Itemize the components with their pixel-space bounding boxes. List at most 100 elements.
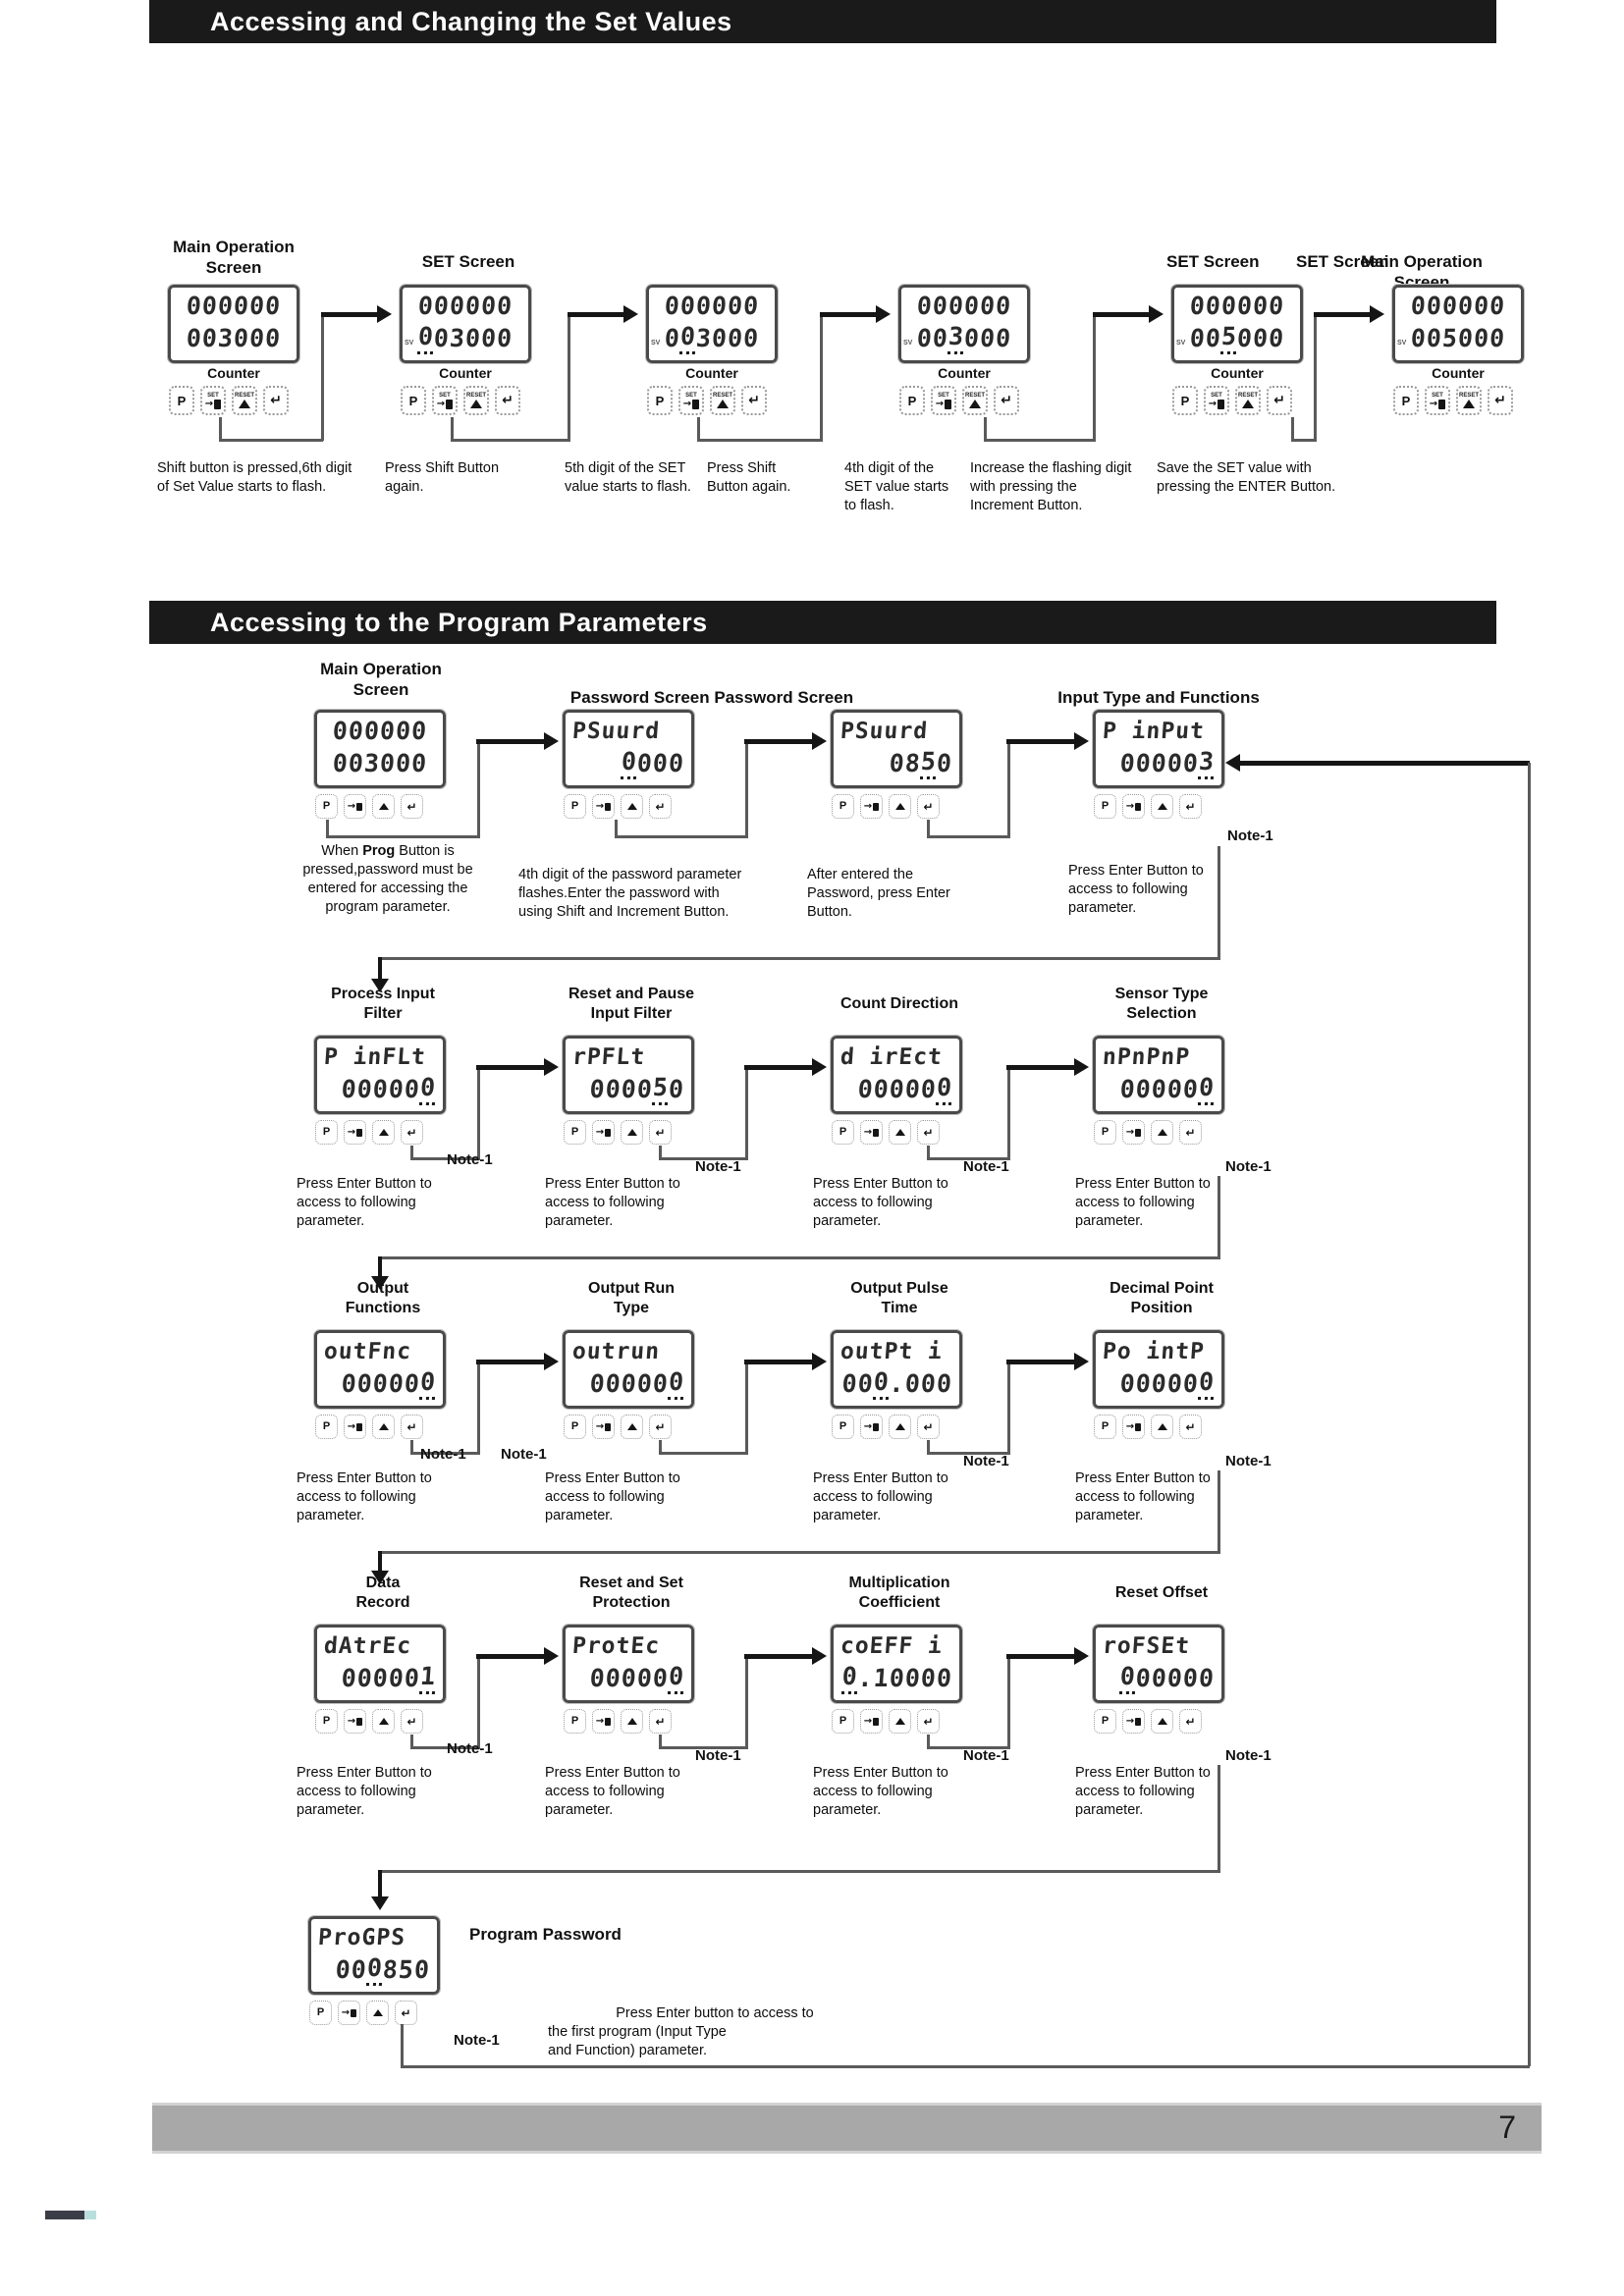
shift-icon: →	[596, 1716, 612, 1727]
shift-icon: →	[1126, 1127, 1142, 1138]
increment-button-label: RESET	[1458, 393, 1479, 399]
prog-button: P	[564, 1120, 586, 1145]
prog-button-label: P	[322, 1126, 331, 1138]
enter-icon: ↵	[1001, 393, 1012, 408]
flow-arrow	[1006, 1353, 1089, 1370]
shift-arrow-glyph: →	[1125, 1715, 1135, 1727]
digits: 00000	[588, 1664, 670, 1692]
title-line: Decimal Point	[1110, 1280, 1214, 1297]
shift-arrow-glyph: →	[204, 398, 214, 409]
button-row: P SET→ RESET ↵	[564, 794, 672, 819]
title-line: Count Direction	[840, 995, 958, 1012]
enter-icon: ↵	[406, 1419, 417, 1434]
increment-button: RESET	[889, 1120, 911, 1145]
up-triangle-icon	[1463, 400, 1475, 408]
counter-label: Counter	[207, 365, 260, 381]
increment-button: RESET	[889, 1415, 911, 1439]
display-param-line: P inFLt	[323, 1043, 427, 1070]
caption-line: and Function) parameter.	[548, 2043, 708, 2059]
button-row: P SET→ RESET ↵	[401, 386, 520, 415]
enter-icon: ↵	[406, 799, 417, 814]
connector-line	[697, 439, 823, 442]
note-label: Note-1	[447, 1740, 493, 1757]
connector-line	[984, 439, 1096, 442]
param-caption: Press Enter Button to access to followin…	[1075, 1176, 1211, 1230]
shift-block-glyph	[351, 2008, 357, 2017]
enter-button: ↵	[401, 794, 423, 819]
prog-button-label: P	[1101, 800, 1110, 812]
connector-line	[659, 1440, 662, 1455]
prog-button-label: P	[1101, 1715, 1110, 1727]
enter-icon: ↵	[1185, 1714, 1196, 1729]
connector-line	[659, 1146, 662, 1160]
button-row: P SET→ RESET ↵	[564, 1120, 672, 1145]
display-pv-line: 000000	[185, 292, 283, 320]
param-caption: Press Enter Button to access to followin…	[1075, 1470, 1211, 1524]
counter-label: Counter	[439, 365, 492, 381]
shift-arrow-glyph: →	[595, 1420, 605, 1432]
up-triangle-icon	[1157, 1129, 1167, 1136]
connector-line	[659, 1735, 662, 1749]
display-value-line: 0 000	[565, 747, 692, 779]
display-pv-line: 000000	[915, 292, 1013, 320]
shift-arrow-glyph: →	[595, 1126, 605, 1138]
connector-line	[927, 1735, 930, 1749]
enter-icon: ↵	[923, 1419, 934, 1434]
prog-button-label: P	[408, 393, 418, 408]
increment-button: RESET	[621, 794, 643, 819]
flow-arrow	[568, 305, 638, 323]
scan-artifact	[84, 2211, 96, 2219]
button-row: P SET→ RESET ↵	[315, 1120, 423, 1145]
sv-indicator: SV	[1397, 340, 1407, 347]
param-title: Reset and Set Protection	[545, 1574, 718, 1614]
display-param-line: ProGPS	[317, 1924, 407, 1950]
param-screen-protection: ProtEc 000000 P SET→ RESET ↵	[562, 1624, 696, 1734]
flow-arrow-down	[371, 1551, 389, 1584]
param-screen-main-operation: 000000 003000 P SET→ RESET ↵	[313, 709, 448, 819]
prog-button-label: P	[570, 1420, 579, 1432]
title-line: Position	[1130, 1300, 1193, 1317]
param-caption: Press Enter Button to access to followin…	[545, 1765, 680, 1819]
prog-button-label: P	[1180, 393, 1190, 408]
caption-text: Button is pressed,password must be enter…	[302, 843, 473, 916]
enter-button: ↵	[649, 1415, 672, 1439]
digits: 03000	[432, 324, 514, 352]
lcd-display: dAtrEc 00000 1	[313, 1624, 447, 1704]
shift-icon: →	[1126, 801, 1142, 812]
enter-button: ↵	[649, 1709, 672, 1734]
prog-button: P	[315, 1120, 338, 1145]
param-caption: Press Enter Button to access to followin…	[1068, 863, 1204, 917]
shift-icon: →	[348, 801, 363, 812]
shift-icon: →	[864, 801, 880, 812]
prog-button: P	[169, 386, 194, 415]
shift-arrow-glyph: →	[935, 398, 945, 409]
flash-digit: 0	[1197, 1367, 1217, 1400]
enter-button: ↵	[1179, 1709, 1202, 1734]
digits: 00000	[340, 1664, 421, 1692]
prog-button-label: P	[570, 800, 579, 812]
digits: 0000	[588, 1075, 654, 1103]
enter-button: ↵	[994, 386, 1019, 415]
digits: 08	[888, 749, 922, 777]
display-value-line: 00000 1	[316, 1662, 444, 1694]
shift-block-glyph	[1438, 399, 1446, 409]
button-row: P SET→ RESET ↵	[832, 1120, 940, 1145]
enter-icon: ↵	[655, 1419, 666, 1434]
title-line: Reset and Set	[579, 1575, 683, 1591]
flash-digit: 3	[1197, 747, 1217, 779]
connector-line	[410, 1146, 413, 1160]
up-triangle-icon	[1157, 1718, 1167, 1725]
connector-line	[1218, 1470, 1220, 1554]
title-line: Functions	[345, 1300, 421, 1317]
display-sv-line: 005000	[1394, 322, 1522, 354]
param-caption: Press Enter Button to access to followin…	[813, 1176, 948, 1230]
counter-label: Counter	[1432, 365, 1485, 381]
increment-button: RESET	[621, 1709, 643, 1734]
param-screen-output-pulse-time: outPt i 000.000 P SET→ RESET ↵	[830, 1329, 964, 1439]
shift-block-glyph	[356, 802, 363, 811]
display-param-line: Po intP	[1102, 1338, 1206, 1364]
